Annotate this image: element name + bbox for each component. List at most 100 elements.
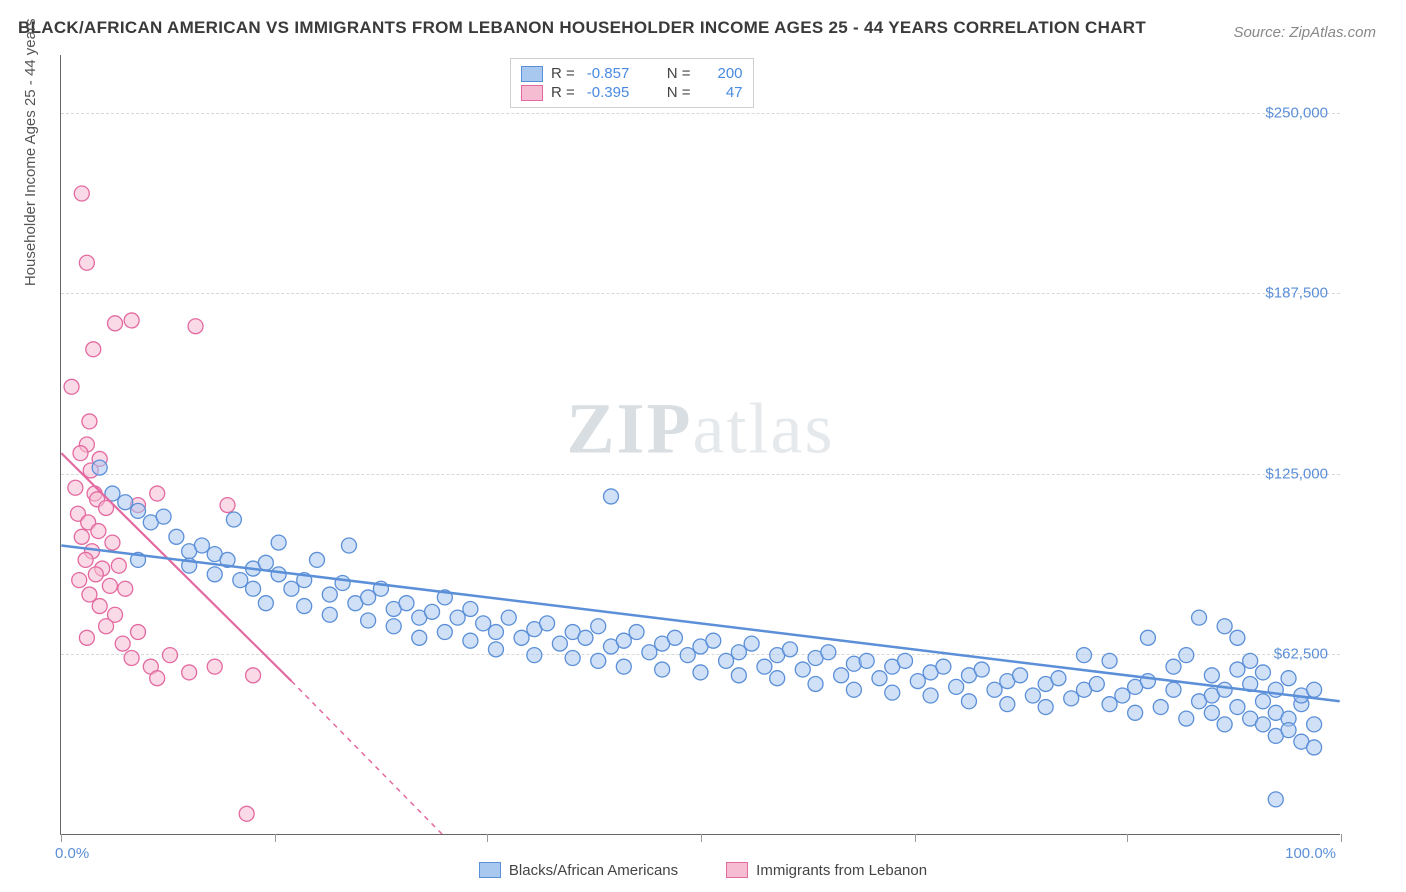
data-point bbox=[131, 498, 146, 513]
data-point bbox=[1294, 734, 1309, 749]
data-point bbox=[642, 645, 657, 660]
data-point bbox=[1192, 610, 1207, 625]
data-point bbox=[361, 590, 376, 605]
data-point bbox=[949, 679, 964, 694]
data-point bbox=[182, 544, 197, 559]
data-point bbox=[719, 653, 734, 668]
data-point bbox=[386, 619, 401, 634]
legend-n-label: N = bbox=[667, 84, 691, 101]
data-point bbox=[1230, 700, 1245, 715]
data-point bbox=[108, 607, 123, 622]
data-point bbox=[604, 639, 619, 654]
data-point bbox=[1243, 711, 1258, 726]
data-point bbox=[1230, 630, 1245, 645]
data-point bbox=[1281, 671, 1296, 686]
legend-swatch bbox=[479, 862, 501, 878]
legend-correlation-row: R =-0.857N =200 bbox=[521, 64, 743, 83]
chart-title: BLACK/AFRICAN AMERICAN VS IMMIGRANTS FRO… bbox=[18, 18, 1146, 38]
data-point bbox=[923, 688, 938, 703]
y-tick-label: $187,500 bbox=[1265, 285, 1328, 302]
data-point bbox=[131, 503, 146, 518]
data-point bbox=[1281, 711, 1296, 726]
legend-series-label: Immigrants from Lebanon bbox=[756, 862, 927, 879]
data-point bbox=[246, 561, 261, 576]
data-point bbox=[770, 671, 785, 686]
gridline bbox=[61, 293, 1340, 294]
data-point bbox=[74, 529, 89, 544]
data-point bbox=[961, 694, 976, 709]
legend-r-value: -0.857 bbox=[587, 65, 659, 82]
data-point bbox=[1307, 682, 1322, 697]
data-point bbox=[271, 535, 286, 550]
data-point bbox=[476, 616, 491, 631]
legend-r-label: R = bbox=[551, 65, 575, 82]
data-point bbox=[1307, 740, 1322, 755]
data-point bbox=[335, 575, 350, 590]
data-point bbox=[70, 506, 85, 521]
data-point bbox=[258, 596, 273, 611]
data-point bbox=[1243, 653, 1258, 668]
legend-correlation-box: R =-0.857N =200R =-0.395N =47 bbox=[510, 58, 754, 108]
data-point bbox=[1025, 688, 1040, 703]
data-point bbox=[124, 651, 139, 666]
data-point bbox=[961, 668, 976, 683]
data-point bbox=[74, 186, 89, 201]
x-tick bbox=[1127, 834, 1128, 842]
data-point bbox=[82, 414, 97, 429]
data-point bbox=[348, 596, 363, 611]
data-point bbox=[1102, 653, 1117, 668]
data-point bbox=[322, 607, 337, 622]
data-point bbox=[1038, 700, 1053, 715]
legend-swatch bbox=[521, 85, 543, 101]
data-point bbox=[655, 636, 670, 651]
data-point bbox=[1217, 717, 1232, 732]
data-point bbox=[527, 622, 542, 637]
data-point bbox=[872, 671, 887, 686]
source-attribution: Source: ZipAtlas.com bbox=[1233, 24, 1376, 41]
data-point bbox=[118, 495, 133, 510]
data-point bbox=[604, 489, 619, 504]
data-point bbox=[297, 599, 312, 614]
legend-n-value: 200 bbox=[703, 65, 743, 82]
gridline bbox=[61, 654, 1340, 655]
data-point bbox=[450, 610, 465, 625]
x-tick bbox=[275, 834, 276, 842]
data-point bbox=[616, 633, 631, 648]
data-point bbox=[92, 599, 107, 614]
data-point bbox=[540, 616, 555, 631]
data-point bbox=[399, 596, 414, 611]
data-point bbox=[105, 535, 120, 550]
data-point bbox=[565, 625, 580, 640]
data-point bbox=[693, 665, 708, 680]
data-point bbox=[1230, 662, 1245, 677]
x-tick bbox=[915, 834, 916, 842]
data-point bbox=[501, 610, 516, 625]
data-point bbox=[246, 581, 261, 596]
data-point bbox=[207, 547, 222, 562]
data-point bbox=[86, 342, 101, 357]
data-point bbox=[898, 653, 913, 668]
data-point bbox=[565, 651, 580, 666]
data-point bbox=[744, 636, 759, 651]
data-point bbox=[1268, 792, 1283, 807]
legend-n-value: 47 bbox=[703, 84, 743, 101]
data-point bbox=[936, 659, 951, 674]
data-point bbox=[885, 685, 900, 700]
data-point bbox=[488, 625, 503, 640]
data-point bbox=[194, 538, 209, 553]
data-point bbox=[1140, 630, 1155, 645]
data-point bbox=[1000, 697, 1015, 712]
legend-r-label: R = bbox=[551, 84, 575, 101]
data-point bbox=[115, 636, 130, 651]
data-point bbox=[79, 255, 94, 270]
data-point bbox=[1268, 705, 1283, 720]
data-point bbox=[437, 590, 452, 605]
data-point bbox=[731, 668, 746, 683]
data-point bbox=[425, 604, 440, 619]
data-point bbox=[463, 633, 478, 648]
data-point bbox=[1204, 668, 1219, 683]
gridline bbox=[61, 113, 1340, 114]
data-point bbox=[591, 653, 606, 668]
data-point bbox=[1128, 679, 1143, 694]
data-point bbox=[1013, 668, 1028, 683]
